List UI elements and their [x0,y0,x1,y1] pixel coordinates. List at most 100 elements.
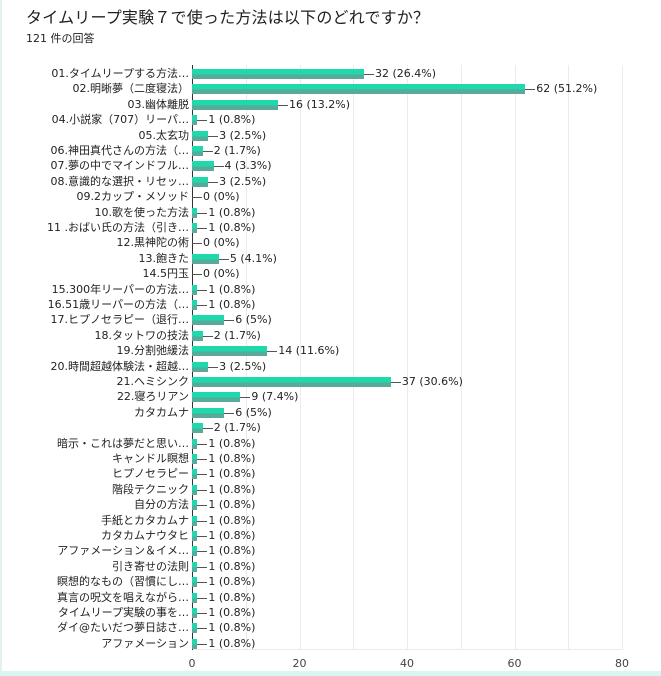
bar-row: 14.5円玉 0 (0%) [2,266,661,281]
response-count: 121 件の回答 [26,32,95,45]
value-leader-line [197,597,208,599]
bar-row: 13.飽きた 5 (4.1%) [2,251,661,266]
bar[interactable] [192,300,197,310]
value-leader-line [240,397,251,399]
bar[interactable] [192,346,267,357]
value-leader-line [197,551,208,553]
value-label: 1 (0.8%) [208,606,256,619]
bar-row: カタカムナウタヒ 1 (0.8%) [2,528,661,543]
gridline [407,65,408,650]
value-leader-line [208,181,219,183]
bar[interactable] [192,253,219,264]
value-label: 1 (0.8%) [208,575,256,589]
bar[interactable] [192,623,197,634]
value-label: 1 (0.8%) [208,636,256,650]
bar-row: ヒプノセラピー 1 (0.8%) [2,466,661,481]
value-label: 37 (30.6%) [401,375,463,388]
value-label: 1 (0.8%) [208,452,256,465]
bar[interactable] [192,638,197,649]
gridline [461,65,462,650]
value-label: 4 (3.3%) [224,159,272,173]
bar[interactable] [192,207,197,218]
bar[interactable] [192,69,364,79]
bar[interactable] [192,515,197,526]
bar[interactable] [192,531,197,541]
plot-area [192,65,623,650]
category-label: 10.歌を使った方法 [94,205,190,219]
value-label: 1 (0.8%) [208,436,256,450]
bar-row: アファメーション 1 (0.8%) [2,636,661,651]
bar[interactable] [192,546,197,557]
bar[interactable] [192,469,197,480]
category-label: 引き寄せの法則 [112,559,189,573]
bar[interactable] [192,608,197,618]
category-label: 手紙とカタカムナ [101,513,189,527]
category-label: 06.神田真代さんの方法（… [50,144,190,157]
bar[interactable] [192,284,197,295]
value-label: 2 (1.7%) [213,421,261,435]
gridline [568,65,569,650]
bar[interactable] [192,454,197,464]
bar-row: 暗示・これは夢だと思い… 1 (0.8%) [2,436,661,451]
bar-row: 引き寄せの法則 1 (0.8%) [2,559,661,574]
category-label: カタカムナ [134,405,189,419]
value-label: 1 (0.8%) [208,467,256,481]
category-label: キャンドル瞑想 [112,452,189,465]
bar[interactable] [192,176,208,187]
bar[interactable] [192,392,240,403]
bar-row: キャンドル瞑想 1 (0.8%) [2,451,661,466]
gridline [300,65,301,650]
value-label: 3 (2.5%) [219,174,267,188]
bar[interactable] [192,330,203,341]
bar[interactable] [192,315,224,326]
category-label: 13.飽きた [138,251,190,265]
value-leader-line [197,474,208,476]
category-label: 瞑想的なもの（習慣にし… [57,575,189,589]
category-label: 20.時間超越体験法・超越… [50,359,190,373]
value-leader-line [525,89,536,91]
bar[interactable] [192,377,391,387]
bar[interactable] [192,423,203,434]
value-label: 1 (0.8%) [208,621,256,635]
bar[interactable] [192,561,197,572]
category-label: 暗示・これは夢だと思い… [57,436,189,450]
category-label: 22.寝ろリアン [116,390,189,404]
bar[interactable] [192,592,197,603]
bar[interactable] [192,438,197,449]
value-leader-line [213,166,224,168]
value-leader-line [192,243,202,245]
value-label: 1 (0.8%) [208,205,256,219]
category-label: 08.意識的な選択・リセッ… [50,174,190,188]
bar[interactable] [192,577,197,588]
bar-row: 10.歌を使った方法 1 (0.8%) [2,205,661,220]
bar[interactable] [192,161,214,172]
value-leader-line [224,412,235,414]
bar-row: 真言の呪文を唱えながら… 1 (0.8%) [2,590,661,605]
bar-row: タイムリープ実験の事を… 1 (0.8%) [2,605,661,620]
bar-row: 04.小説家（707）リーパ… 1 (0.8%) [2,112,661,127]
value-leader-line [202,335,213,337]
bar[interactable] [192,115,197,126]
bar[interactable] [192,130,208,141]
bar[interactable] [192,484,197,495]
question-title: タイムリープ実験７で使った方法は以下のどれですか？ [26,8,430,27]
bar-row: 階段テクニック 1 (0.8%) [2,482,661,497]
category-label: 09.2カップ・メソッド [76,190,190,204]
category-label: 07.夢の中でマインドフル… [50,159,190,173]
bar-row: 08.意識的な選択・リセッ… 3 (2.5%) [2,174,661,189]
bar[interactable] [192,223,197,233]
value-label: 1 (0.8%) [208,544,256,558]
value-leader-line [202,428,213,430]
bar[interactable] [192,361,208,372]
category-label: 21.ヘミシンク [116,375,190,388]
bar[interactable] [192,84,525,95]
value-leader-line [197,613,208,614]
category-label: 17.ヒプノセラピー（退行… [50,313,190,327]
bar[interactable] [192,407,224,418]
bar[interactable] [192,500,197,511]
gridline [515,65,516,650]
bar[interactable] [192,99,278,110]
value-label: 1 (0.8%) [208,282,256,296]
bar[interactable] [192,146,203,156]
y-axis-line [192,65,193,650]
